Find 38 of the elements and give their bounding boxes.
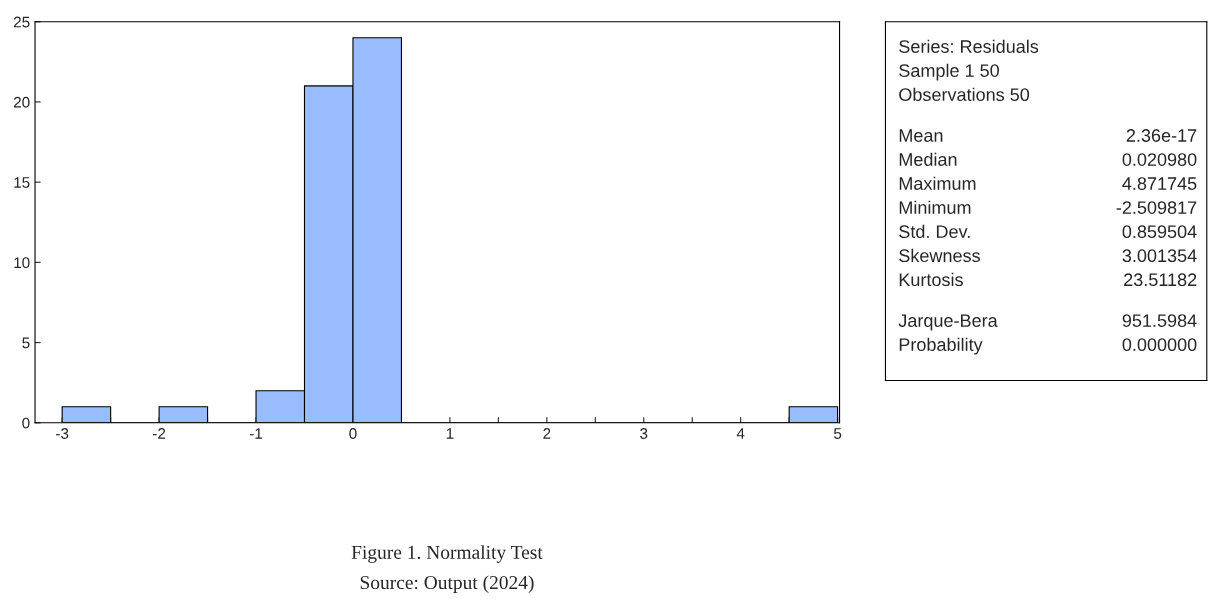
- y-tick-label: 25: [13, 16, 30, 28]
- category-label: Mean: [899, 129, 943, 142]
- data-label: 23.51182: [1124, 273, 1197, 287]
- category-label: Probability: [899, 337, 983, 355]
- x-tick-label: 4: [736, 428, 745, 439]
- text: Sample 1 50: [899, 63, 999, 81]
- x-tick-label: -1: [249, 428, 263, 439]
- category-label: Skewness: [899, 248, 980, 263]
- data-label: 3.001354: [1122, 249, 1197, 263]
- category-label: Kurtosis: [899, 272, 963, 287]
- data-label: 951.5984: [1122, 314, 1197, 327]
- category-label: Maximum: [899, 176, 976, 190]
- x-tick-label: 2: [543, 428, 551, 439]
- y-tick-label: 20: [13, 96, 30, 108]
- text: Observations 50: [899, 87, 1030, 102]
- x-tick-label: 1: [446, 428, 454, 439]
- category-label: Median: [899, 152, 957, 166]
- source-note: Source: Output (2024): [360, 575, 534, 594]
- x-tick-label: 3: [640, 428, 648, 439]
- category-label: Jarque-Bera: [898, 314, 998, 331]
- data-label: 2.36e-17: [1126, 129, 1197, 142]
- x-tick-label: 5: [833, 428, 842, 439]
- x-tick-label: -3: [56, 428, 69, 439]
- x-tick-label: 0: [349, 428, 357, 439]
- y-tick-label: 0: [22, 417, 30, 429]
- y-tick-label: 5: [22, 337, 30, 349]
- data-label: 0.020980: [1122, 153, 1197, 166]
- data-label: 0.859504: [1122, 225, 1197, 239]
- y-tick-label: 10: [14, 257, 30, 269]
- text: Series: Residuals: [899, 39, 1039, 53]
- x-tick-label: -2: [152, 428, 166, 439]
- data-label: 4.871745: [1122, 177, 1197, 190]
- text: Figure 1. Normality Test: [351, 545, 543, 563]
- data-label: -2.509817: [1116, 201, 1197, 214]
- data-label: 0.000000: [1122, 338, 1197, 352]
- category-label: Minimum: [899, 200, 971, 214]
- category-label: Std. Dev.: [899, 224, 970, 239]
- y-tick-label: 15: [14, 177, 30, 188]
